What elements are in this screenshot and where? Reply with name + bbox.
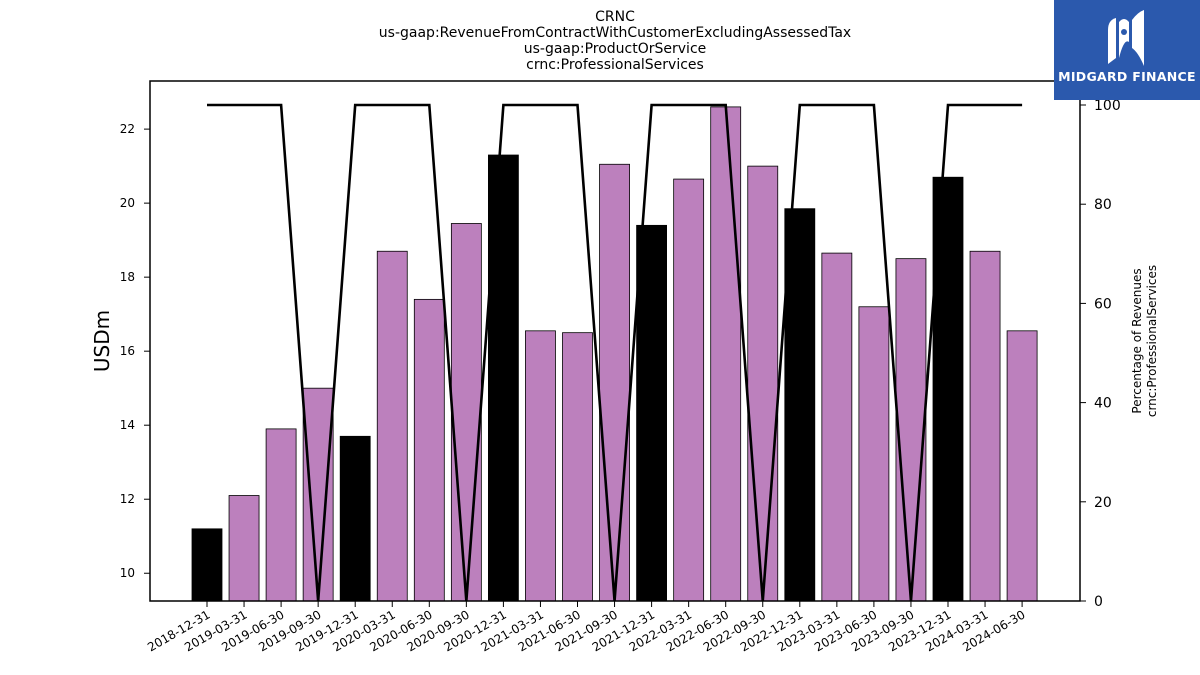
bar xyxy=(636,224,667,602)
y-tick-label: 18 xyxy=(120,270,135,284)
bar xyxy=(339,435,371,602)
bar xyxy=(487,154,519,602)
x-axis: 2018-12-312019-03-312019-06-302019-09-30… xyxy=(145,601,1028,654)
chart-title-line: us-gaap:ProductOrService xyxy=(524,41,707,57)
y-right-tick-label: 100 xyxy=(1094,98,1121,114)
bar xyxy=(413,298,445,602)
bars-layer xyxy=(191,106,1038,602)
brand-logo: MIDGARD FINANCE xyxy=(1054,0,1200,100)
logo-mark-icon xyxy=(1108,10,1144,66)
bar xyxy=(895,258,927,602)
bar xyxy=(562,332,593,602)
y-axis-left: 10 12 14 16 18 20 22 xyxy=(120,122,150,580)
y-right-label-line: Percentage of Revenues xyxy=(1130,268,1144,413)
bar xyxy=(265,428,297,602)
y-right-tick-label: 0 xyxy=(1094,594,1103,610)
chart-title-line: CRNC xyxy=(595,9,635,25)
y-tick-label: 16 xyxy=(120,344,135,358)
bar xyxy=(969,250,1001,602)
y-tick-label: 12 xyxy=(120,492,135,506)
bar xyxy=(228,495,260,602)
y-right-tick-label: 60 xyxy=(1094,296,1112,312)
bar xyxy=(302,387,334,602)
bar xyxy=(376,250,408,602)
brand-name: MIDGARD FINANCE xyxy=(1058,69,1196,84)
bar xyxy=(450,223,482,602)
y-tick-label: 20 xyxy=(120,196,135,210)
bar xyxy=(784,208,816,602)
y-axis-right: 0 20 40 60 80 100 xyxy=(1080,98,1121,610)
bar xyxy=(1006,330,1038,602)
bar xyxy=(710,106,742,602)
bar xyxy=(858,306,890,602)
y-right-tick-label: 20 xyxy=(1094,495,1112,511)
bar xyxy=(525,330,556,602)
y-right-label-line: crnc:ProfessionalServices xyxy=(1145,265,1159,417)
y-right-tick-label: 80 xyxy=(1094,197,1112,213)
bar xyxy=(747,165,779,602)
y-axis-right-label: Percentage of Revenues crnc:ProfessionalS… xyxy=(1130,265,1159,417)
y-axis-label: USDm xyxy=(90,310,114,372)
bar xyxy=(821,252,853,602)
y-tick-label: 10 xyxy=(120,566,135,580)
chart-title-line: us-gaap:RevenueFromContractWithCustomerE… xyxy=(379,25,851,41)
bar xyxy=(191,528,223,602)
y-tick-label: 22 xyxy=(120,122,135,136)
bar xyxy=(599,163,630,602)
chart-title-line: crnc:ProfessionalServices xyxy=(526,57,704,73)
y-tick-label: 14 xyxy=(120,418,135,432)
y-right-tick-label: 40 xyxy=(1094,396,1112,412)
chart-title: CRNCus-gaap:RevenueFromContractWithCusto… xyxy=(379,9,851,73)
bar xyxy=(673,178,705,602)
